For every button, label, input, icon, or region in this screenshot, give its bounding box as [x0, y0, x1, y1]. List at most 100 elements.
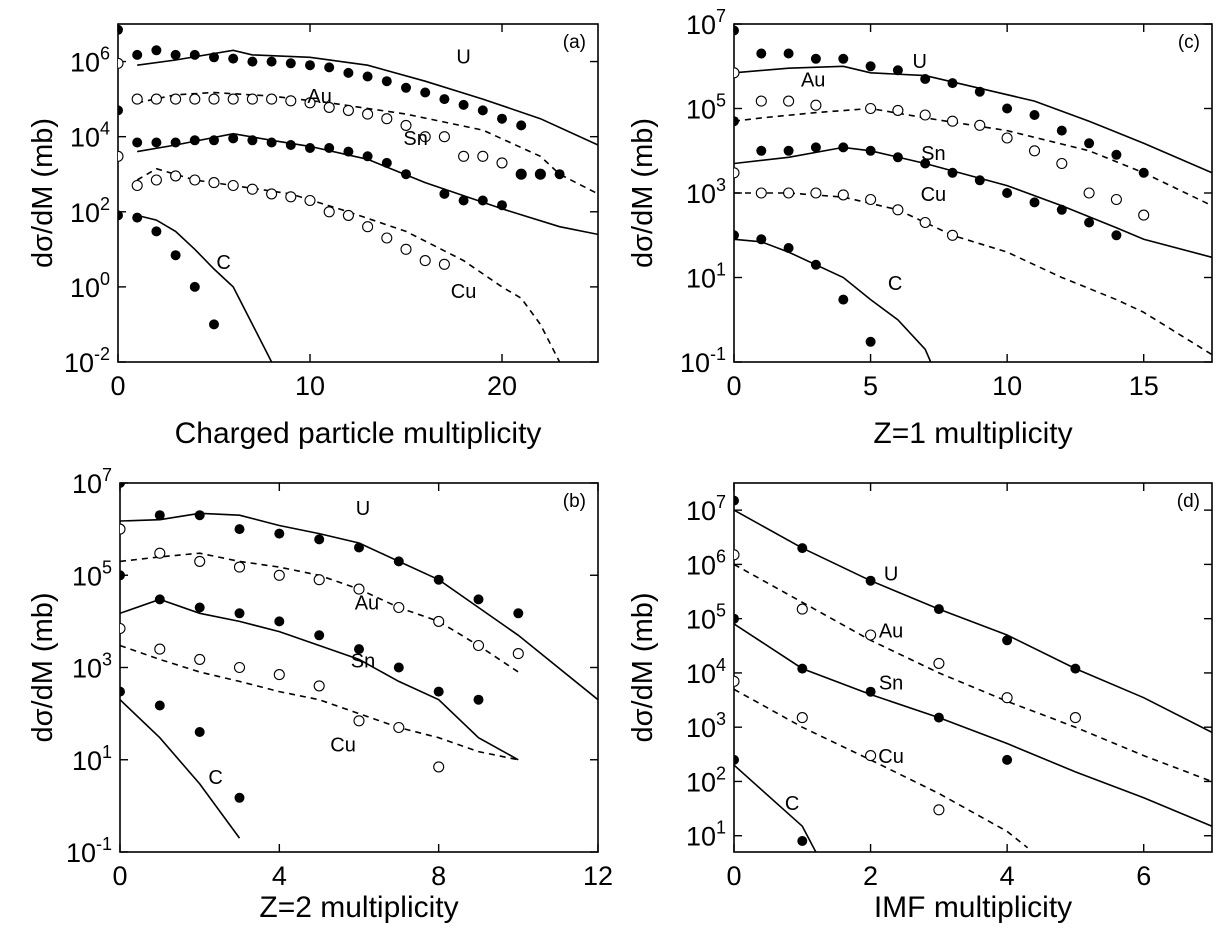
data-point — [734, 613, 739, 624]
y-tick-label: 10-1 — [66, 834, 112, 868]
y-tick-label: 102 — [70, 194, 110, 228]
data-point — [947, 167, 958, 178]
model-curve-2 — [120, 552, 519, 673]
data-point — [273, 569, 285, 581]
data-point — [1028, 145, 1041, 157]
data-point — [154, 547, 166, 559]
data-point — [920, 158, 931, 169]
y-tick-label: 107 — [686, 6, 726, 40]
data-point — [433, 574, 444, 585]
data-point — [154, 700, 165, 711]
data-point — [285, 95, 297, 107]
data-point — [401, 82, 411, 93]
data-point — [118, 210, 123, 221]
data-point — [783, 48, 794, 59]
data-point — [151, 45, 162, 56]
y-axis-label: dσ/dM (mb) — [27, 118, 59, 268]
data-point — [838, 294, 849, 305]
data-point — [865, 629, 877, 641]
data-point — [393, 556, 404, 567]
data-point — [473, 694, 484, 705]
data-point — [118, 57, 124, 69]
x-tick-label: 0 — [726, 861, 741, 891]
data-point — [234, 608, 245, 619]
data-point — [554, 169, 565, 180]
data-point — [933, 657, 945, 669]
series-label: Au — [801, 70, 825, 92]
data-point — [247, 135, 258, 146]
data-point — [170, 137, 181, 148]
x-tick-label: 6 — [1136, 861, 1151, 891]
y-ticks: 10-2 100 102 104 106 — [64, 44, 598, 378]
data-point — [354, 542, 364, 553]
data-point — [314, 534, 325, 545]
data-point — [838, 53, 849, 64]
data-point — [458, 99, 469, 110]
data-series-3 — [120, 570, 484, 705]
plot-frame — [117, 23, 599, 363]
y-tick-label: 101 — [72, 742, 112, 776]
y-tick-label: 106 — [70, 44, 110, 78]
data-point — [362, 151, 373, 162]
chart-panel-c: 0 5 10 15 10-1 101 103 105 107 Z=1 multiplicity dσ… — [627, 6, 1213, 450]
data-point — [865, 750, 877, 762]
x-tick-label: 20 — [487, 371, 517, 401]
x-ticks: 0 5 10 15 — [726, 24, 1159, 401]
x-tick-label: 4 — [1000, 861, 1015, 891]
model-curve-2 — [734, 563, 1212, 783]
data-point — [783, 243, 794, 253]
data-point — [131, 179, 143, 192]
y-tick-label: 10-2 — [64, 344, 110, 378]
data-point — [865, 336, 876, 347]
model-curve-3 — [137, 132, 598, 236]
data-point — [734, 675, 740, 687]
data-point — [151, 137, 162, 148]
series-label: U — [456, 46, 470, 68]
chart-panel-a: 0 10 20 10-2 100 102 104 106 Charged particle mu… — [27, 23, 599, 450]
data-point — [865, 61, 876, 72]
data-point — [756, 48, 767, 59]
data-series-4 — [734, 167, 959, 241]
data-point — [810, 259, 821, 270]
y-tick-label: 101 — [686, 818, 726, 852]
series-label: C — [216, 252, 230, 274]
data-point — [131, 93, 143, 105]
data-point — [400, 243, 412, 255]
data-point — [1029, 110, 1040, 120]
data-point — [1056, 204, 1067, 215]
series-label: C — [208, 767, 222, 789]
data-point — [1056, 125, 1067, 136]
series-label: Cu — [330, 735, 356, 757]
data-point — [118, 150, 124, 162]
data-point — [189, 49, 200, 60]
data-point — [401, 169, 411, 180]
data-point — [189, 93, 201, 105]
data-point — [266, 188, 278, 200]
series-label: Sn — [351, 651, 375, 673]
data-point — [234, 792, 245, 803]
data-point — [342, 104, 354, 116]
data-series-1 — [120, 483, 524, 619]
series-label: Cu — [921, 184, 947, 206]
data-point — [266, 137, 277, 148]
data-point — [477, 195, 488, 206]
data-point — [170, 93, 182, 105]
series-label: Sn — [403, 128, 427, 150]
model-curve-3 — [734, 623, 1212, 827]
y-ticks: 10-1 101 103 105 107 — [66, 465, 598, 868]
data-point — [323, 101, 335, 113]
panel-label: (b) — [563, 491, 586, 512]
data-point — [285, 191, 297, 203]
data-point — [194, 555, 206, 567]
data-point — [266, 56, 277, 67]
y-tick-label: 104 — [686, 655, 726, 689]
data-point — [810, 142, 821, 153]
x-ticks: 0 2 4 6 — [726, 483, 1151, 891]
data-point — [274, 616, 285, 627]
data-point — [535, 169, 546, 180]
data-point — [323, 206, 335, 218]
data-point — [439, 188, 450, 199]
data-point — [170, 170, 182, 182]
data-point — [1111, 149, 1122, 160]
series-label: U — [913, 51, 927, 73]
